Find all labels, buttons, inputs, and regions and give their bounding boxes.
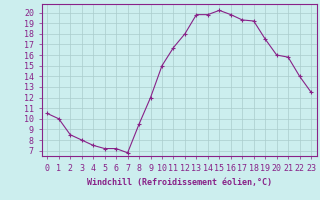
X-axis label: Windchill (Refroidissement éolien,°C): Windchill (Refroidissement éolien,°C) xyxy=(87,178,272,187)
